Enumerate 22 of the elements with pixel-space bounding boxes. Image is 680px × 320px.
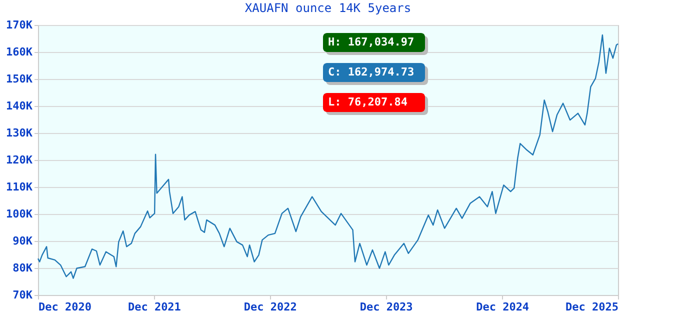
- y-tick-label: 120K: [6, 154, 33, 166]
- y-tick-label: 170K: [6, 18, 33, 32]
- y-tick-label: 70K: [12, 288, 33, 302]
- x-tick-label: Dec 2020: [38, 300, 92, 314]
- annotation: L: 76,207.84: [328, 96, 408, 108]
- x-tick-label: Dec 2021: [128, 300, 182, 314]
- y-tick-label: 160K: [6, 46, 33, 58]
- y-tick-label: 110K: [6, 180, 33, 194]
- y-tick-label: 90K: [12, 234, 33, 248]
- annotation: H: 167,034.97: [328, 36, 414, 48]
- y-tick-label: 80K: [12, 262, 33, 274]
- x-tick-label: Dec 2022: [244, 300, 297, 314]
- line-series: [37, 34, 619, 279]
- annotation: C: 162,974.73: [328, 66, 414, 78]
- y-tick-label: 100K: [6, 208, 33, 220]
- y-tick-label: 130K: [6, 126, 33, 140]
- x-tick-label: Dec 2023: [360, 300, 413, 314]
- x-tick-label: Dec 2024: [476, 300, 530, 314]
- y-tick-label: 150K: [6, 72, 33, 86]
- chart-title: XAUAFN ounce 14K 5years: [244, 1, 412, 15]
- y-tick-label: 140K: [6, 100, 33, 112]
- x-tick-label: Dec 2025: [566, 300, 618, 314]
